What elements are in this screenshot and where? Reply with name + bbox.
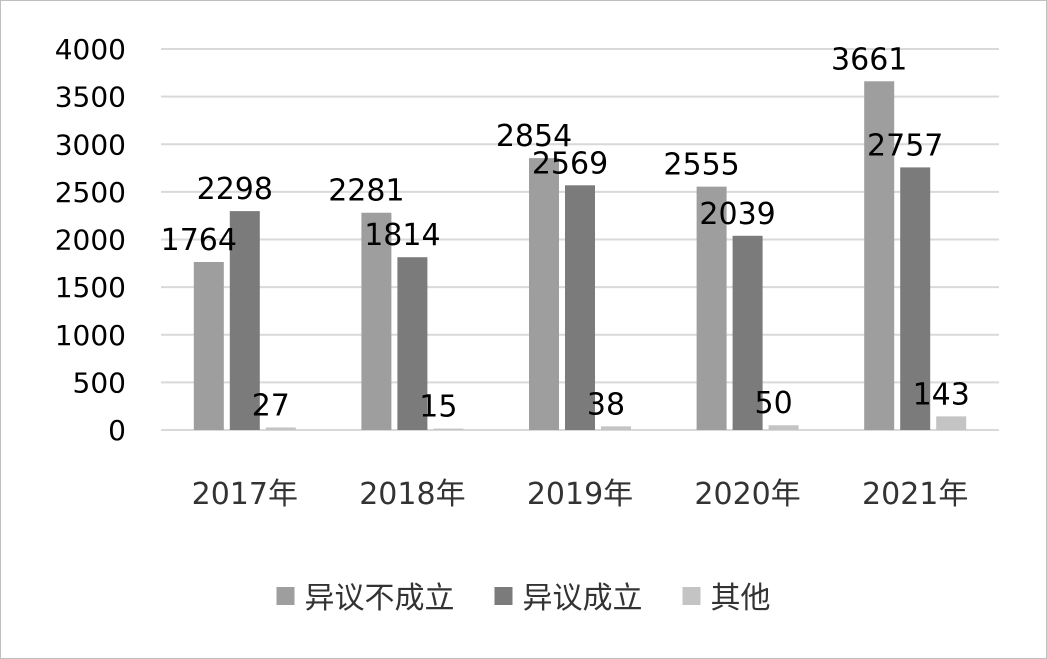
bar <box>732 235 763 430</box>
bar <box>433 428 464 430</box>
bar <box>601 426 631 430</box>
bar <box>565 185 595 430</box>
legend-label: 异议不成立 <box>305 581 455 616</box>
data-label: 1814 <box>364 218 440 253</box>
bar <box>936 416 967 430</box>
data-label: 2757 <box>867 128 943 163</box>
x-category-label: 2019年 <box>527 477 633 512</box>
bars <box>193 81 967 431</box>
legend-swatch <box>494 587 513 605</box>
data-label: 50 <box>755 386 793 421</box>
bar <box>361 212 392 430</box>
y-tick-label: 4000 <box>55 33 126 66</box>
x-category-label: 2018年 <box>359 477 465 512</box>
legend: 异议不成立 异议成立 其他 <box>276 581 771 616</box>
legend-swatch <box>276 587 295 605</box>
y-tick-label: 2000 <box>55 224 126 257</box>
y-tick-label: 1500 <box>55 271 126 304</box>
bar <box>193 261 224 430</box>
y-tick-label: 0 <box>108 414 126 447</box>
y-tick-label: 500 <box>73 366 126 399</box>
data-label: 2039 <box>699 197 775 232</box>
bar <box>529 158 559 430</box>
bar <box>229 211 260 430</box>
bar <box>768 425 799 430</box>
bar <box>900 167 931 430</box>
bar <box>696 186 727 430</box>
data-label: 15 <box>419 390 457 425</box>
data-label: 2281 <box>328 174 404 209</box>
legend-label: 异议成立 <box>523 581 643 616</box>
y-tick-label: 1000 <box>55 319 126 352</box>
data-label: 3661 <box>831 42 907 77</box>
x-category-label: 2020年 <box>694 477 800 512</box>
data-label: 2854 <box>496 119 572 154</box>
data-label: 2569 <box>532 146 608 181</box>
data-label: 1764 <box>161 223 237 258</box>
x-category-label: 2017年 <box>192 477 298 512</box>
y-tick-label: 2500 <box>55 176 126 209</box>
bar <box>864 81 895 431</box>
bar <box>397 257 428 430</box>
y-tick-label: 3500 <box>55 81 126 114</box>
x-axis-categories: 2017年 2018年 2019年 2020年 2021年 <box>192 477 969 512</box>
y-axis-ticks: 0 500 1000 1500 2000 2500 3000 3500 4000 <box>55 33 126 447</box>
data-label: 38 <box>587 387 625 422</box>
x-category-label: 2021年 <box>862 477 968 512</box>
legend-swatch <box>682 587 701 605</box>
data-label: 27 <box>252 388 290 423</box>
data-label: 2298 <box>197 172 273 207</box>
data-label: 143 <box>913 377 970 412</box>
y-tick-label: 3000 <box>55 128 126 161</box>
data-label: 2555 <box>663 148 739 183</box>
legend-label: 其他 <box>711 581 771 616</box>
bar <box>265 427 296 430</box>
